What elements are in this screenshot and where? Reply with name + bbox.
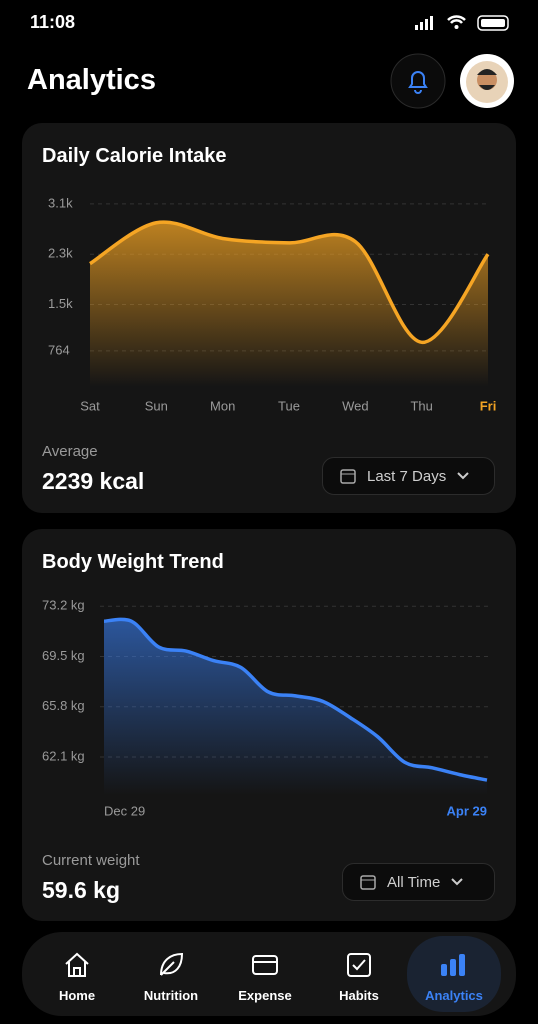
- nav-label: Analytics: [425, 988, 483, 1003]
- page-title: Analytics: [27, 64, 156, 96]
- chevron: [457, 472, 469, 480]
- notification-button[interactable]: [390, 53, 446, 109]
- calendar-icon: [360, 875, 376, 890]
- icon: [347, 953, 371, 977]
- summary-label: Average: [42, 443, 98, 460]
- chevron: [451, 878, 464, 886]
- nav-expense[interactable]: Expense: [219, 936, 311, 1012]
- range-selector[interactable]: All Time: [342, 863, 495, 901]
- range-text: Last 7 Days: [367, 467, 447, 485]
- bottom-nav: Home Nutrition Expense Habits Analytics: [22, 932, 516, 1016]
- icon: [160, 952, 184, 976]
- nav-habits[interactable]: Habits: [313, 936, 405, 1012]
- summary-label: Current weight: [42, 852, 140, 869]
- nav-label: Nutrition: [143, 988, 199, 1003]
- status-time: 11:08: [30, 12, 76, 32]
- status-icons: [415, 15, 509, 31]
- avatar[interactable]: [459, 53, 515, 109]
- summary-value: 2239 kcal: [42, 468, 145, 494]
- calendar-icon: [340, 469, 356, 484]
- nav-analytics[interactable]: Analytics: [407, 936, 501, 1012]
- nav-label: Habits: [339, 988, 379, 1003]
- icon: [65, 952, 89, 977]
- range-selector[interactable]: Last 7 Days: [322, 457, 495, 495]
- summary-value: 59.6 kg: [42, 877, 120, 903]
- icon: [252, 955, 278, 975]
- nav-nutrition[interactable]: Nutrition: [125, 936, 217, 1012]
- card-title: Daily Calorie Intake: [42, 145, 227, 167]
- range-text: All Time: [387, 873, 441, 891]
- nav-label: Home: [58, 988, 96, 1003]
- weight-card: Body Weight Trend Current weight 59.6 kg…: [22, 529, 516, 921]
- icon: [441, 954, 465, 976]
- nav-home[interactable]: Home: [31, 936, 123, 1012]
- calorie-card: Daily Calorie Intake Average 2239 kcal L…: [22, 123, 516, 513]
- card-title: Body Weight Trend: [42, 551, 224, 573]
- nav-label: Expense: [238, 988, 292, 1003]
